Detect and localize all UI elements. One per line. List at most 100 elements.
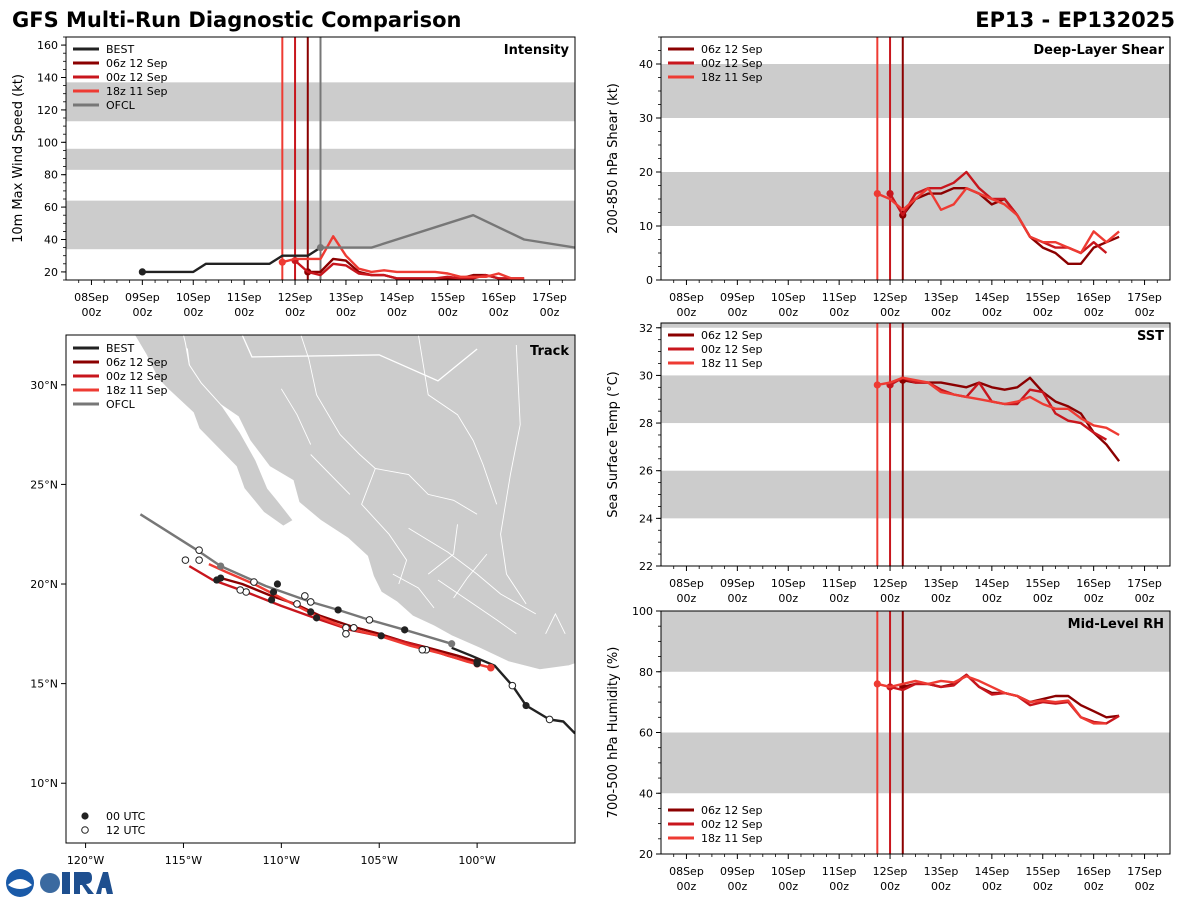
shear-xtick-label-day-1: 09Sep [720,291,755,304]
sst-legend-label-1: 00z 12 Sep [701,343,763,356]
sst-ytick-label-3: 28 [639,417,653,430]
intensity-legend-label-3: 18z 11 Sep [106,85,168,98]
rh-ytick-label-2: 60 [639,727,653,740]
sst-xtick-label-hour-8: 00z [1084,592,1104,605]
track-ytick-label-1: 15°N [30,678,58,691]
track-point-12utc-3 [418,645,427,654]
state-border-7 [392,573,435,609]
shear-series-2 [876,186,1120,255]
intensity-series-4 [320,213,575,249]
land-mainland [134,335,575,671]
intensity-xtick-label-day-2: 10Sep [176,291,211,304]
intensity-xtick-label-day-3: 11Sep [227,291,262,304]
intensity-xtick-label-day-9: 17Sep [532,291,567,304]
intensity-ytick-label-5: 120 [37,104,58,117]
shear-xtick-label-hour-6: 00z [982,306,1002,319]
rh-xtick-label-hour-6: 00z [982,880,1002,893]
shear-xtick-label-hour-0: 00z [677,306,697,319]
sst-xtick-label-day-9: 17Sep [1127,577,1162,590]
track-xtick-label-4: 100°W [458,854,495,867]
shear-title: Deep-Layer Shear [1033,43,1164,58]
noaa-cira-logo [6,869,113,897]
sst-xtick-label-day-1: 09Sep [720,577,755,590]
intensity-xtick-label-hour-5: 00z [336,306,356,319]
intensity-series-3 [281,235,525,280]
rh-xtick-label-day-8: 16Sep [1076,865,1111,878]
track-point-00utc-4 [334,606,342,614]
intensity-legend-label-4: OFCL [106,99,136,112]
rh-series-2-start-point [873,680,881,688]
rh-xtick-label-day-4: 12Sep [873,865,908,878]
shear-xtick-label-day-5: 13Sep [924,291,959,304]
track-line-2 [220,576,478,663]
shear-xtick-label-hour-4: 00z [880,306,900,319]
rh-ytick-label-3: 80 [639,666,653,679]
land-baja-california [133,335,294,527]
shear-legend-label-1: 00z 12 Sep [701,57,763,70]
sst-title: SST [1137,329,1164,344]
rh-legend-label-2: 18z 11 Sep [701,832,763,845]
state-border-6 [437,579,517,635]
track-point-12utc-13 [236,586,245,594]
sst-legend-label-2: 18z 11 Sep [701,357,763,370]
sst-xtick-label-hour-5: 00z [931,592,951,605]
sst-ylabel: Sea Surface Temp (°C) [606,371,621,518]
track-point-12utc-1 [508,681,517,690]
track-map: 120°W 115°W 110°W 105°W 100°W 10°N 15°N 20°N 25°… [30,334,576,867]
figure-title: GFS Multi-Run Diagnostic Comparison [12,8,461,32]
track-frame [65,334,576,844]
intensity-ytick-label-1: 40 [44,234,58,247]
intensity-legend-label-0: BEST [106,43,134,56]
track-legend-label-4: OFCL [106,398,136,411]
track-legend-label-2: 00z 12 Sep [106,370,168,383]
state-border-10 [545,612,566,634]
sst-xtick-label-hour-9: 00z [1135,592,1155,605]
state-border-0 [300,335,376,469]
shear-xtick-label-day-6: 14Sep [974,291,1009,304]
sst-xtick-label-day-4: 12Sep [873,577,908,590]
intensity-xtick-label-hour-1: 00z [132,306,152,319]
track-ytick-label-2: 20°N [30,578,58,591]
intensity-xtick-label-hour-8: 00z [489,306,509,319]
intensity-ytick-label-0: 20 [44,266,58,279]
intensity-ytick-label-6: 140 [37,72,58,85]
shear-xtick-label-day-0: 08Sep [669,291,704,304]
rh-plot-area [661,611,1170,854]
track-xtick-label-0: 120°W [67,854,104,867]
track-line-0 [451,646,575,735]
state-border-2 [361,468,408,585]
state-border-1 [375,468,478,515]
intensity-xtick-label-day-5: 13Sep [329,291,364,304]
state-border-3 [417,335,498,505]
intensity-xtick-label-hour-4: 00z [285,306,305,319]
state-border-5 [408,527,537,615]
cira-letters-icon [62,872,113,894]
rh-legend-label-0: 06z 12 Sep [701,804,763,817]
intensity-xtick-label-day-7: 15Sep [430,291,465,304]
track-xtick-label-2: 110°W [263,854,300,867]
shear-ytick-label-4: 40 [639,58,653,71]
track-point-00utc-12 [473,660,481,668]
shear-ytick-label-3: 30 [639,112,653,125]
rh-ylabel: 700-500 hPa Humidity (%) [606,647,621,819]
intensity-legend-label-2: 00z 12 Sep [106,71,168,84]
track-ytick-label-3: 25°N [30,478,58,491]
shear-xtick-label-day-9: 17Sep [1127,291,1162,304]
track-title: Track [530,344,569,359]
marker-legend-00utc-label: 00 UTC [106,810,146,823]
track-point-00utc-5 [312,614,321,622]
sst-xtick-label-hour-2: 00z [778,592,798,605]
rh-xtick-label-day-5: 13Sep [924,865,959,878]
rh-xtick-label-hour-2: 00z [778,880,798,893]
sst-xtick-label-day-8: 16Sep [1076,577,1111,590]
state-border-11 [280,388,312,445]
intensity-ylabel: 10m Max Wind Speed (kt) [11,74,26,243]
shear-series-1-start-point [886,190,894,198]
track-point-00utc-10 [213,576,221,584]
rh-xtick-label-hour-8: 00z [1084,880,1104,893]
track-start-point-4 [487,663,495,672]
rh-chart: 20 40 60 80 100 08Sep 00z 09Sep 00z 10Sep 00z 11Sep… [606,605,1171,893]
track-point-12utc-14 [195,546,203,554]
shear-band-1 [661,64,1170,118]
shear-ytick-label-1: 10 [639,220,653,233]
